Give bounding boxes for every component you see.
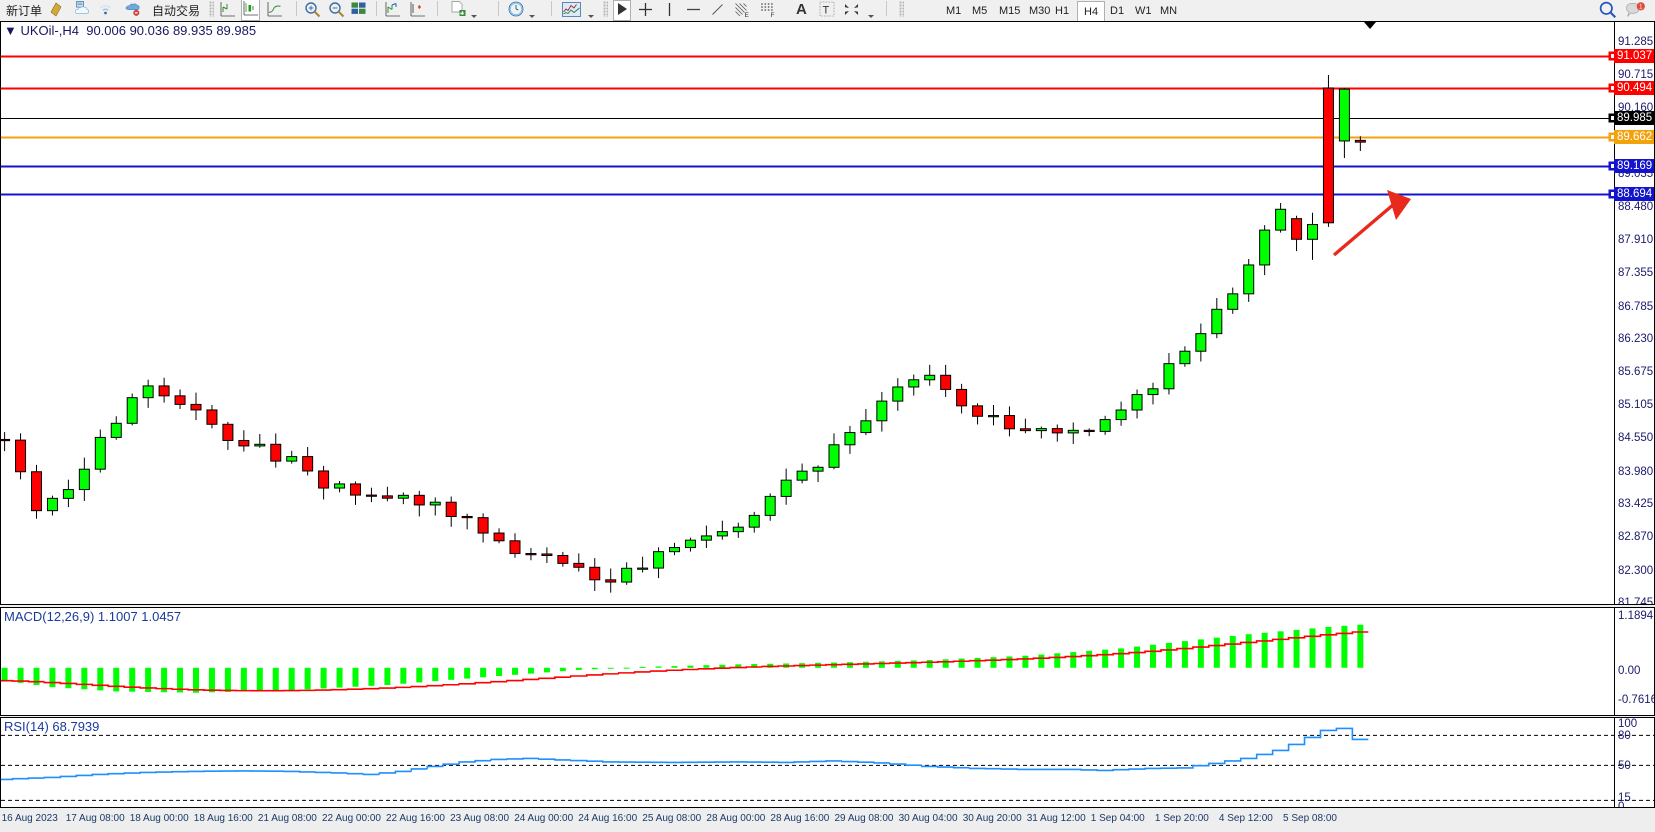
svg-text:1: 1	[1639, 4, 1643, 11]
svg-text:E: E	[745, 12, 750, 18]
svg-text:T: T	[823, 5, 830, 17]
svg-text:F: F	[771, 12, 775, 18]
